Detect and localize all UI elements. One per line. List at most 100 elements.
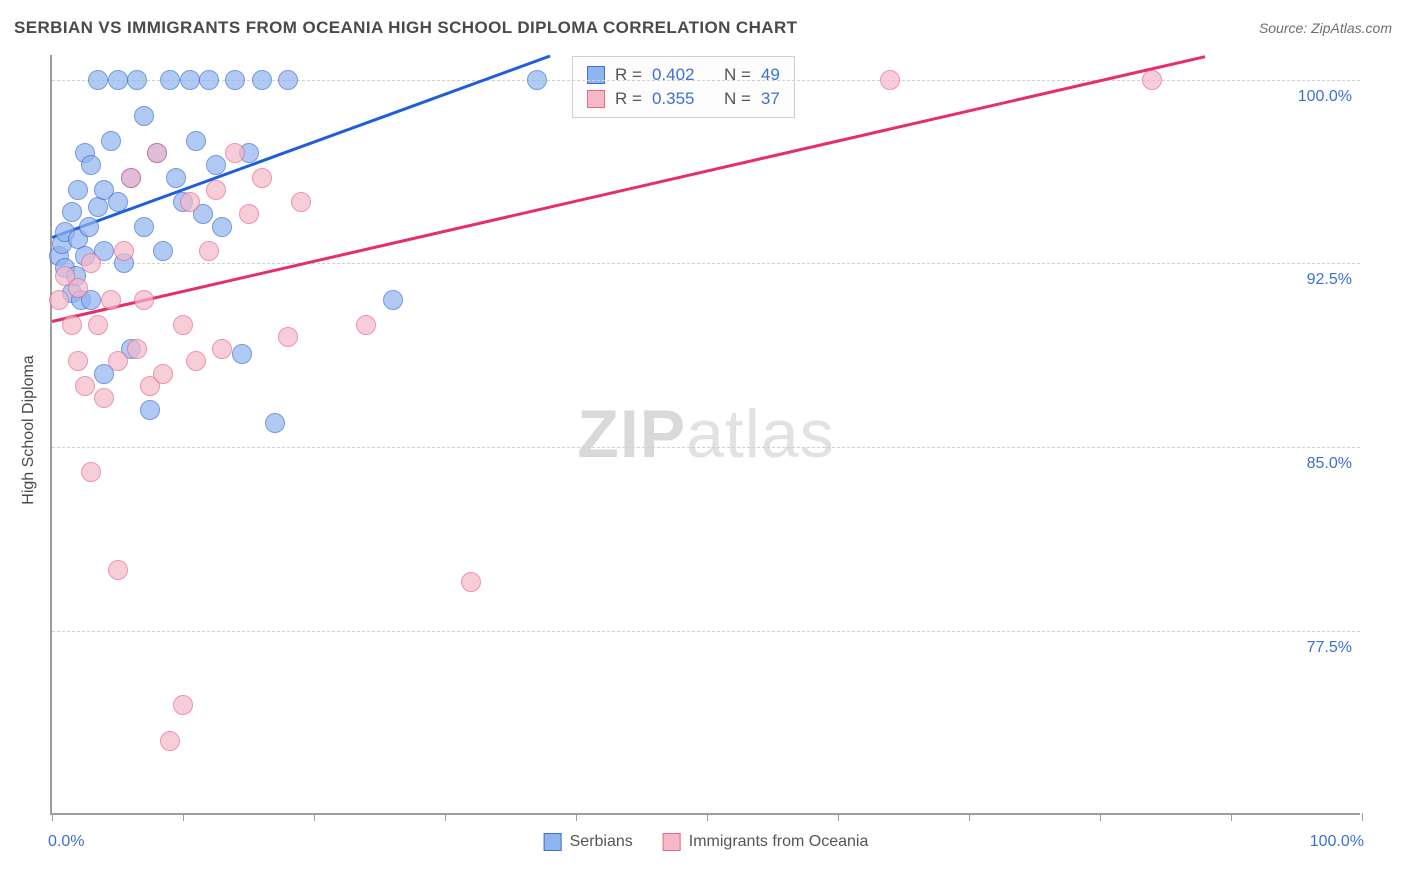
stats-box: R = 0.402 N = 49 R = 0.355 N = 37	[572, 56, 795, 118]
data-point-serbians	[101, 131, 121, 151]
data-point-oceania	[252, 168, 272, 188]
data-point-serbians	[252, 70, 272, 90]
y-tick-label: 100.0%	[1298, 88, 1352, 106]
data-point-serbians	[134, 217, 154, 237]
data-point-oceania	[68, 278, 88, 298]
data-point-serbians	[383, 290, 403, 310]
data-point-oceania	[199, 241, 219, 261]
data-point-oceania	[108, 560, 128, 580]
x-axis-max-label: 100.0%	[1310, 833, 1364, 851]
x-tick	[1231, 813, 1232, 821]
x-tick	[838, 813, 839, 821]
swatch-serbians	[587, 66, 605, 84]
x-tick	[183, 813, 184, 821]
data-point-serbians	[153, 241, 173, 261]
data-point-oceania	[461, 572, 481, 592]
data-point-oceania	[108, 351, 128, 371]
chart-title: SERBIAN VS IMMIGRANTS FROM OCEANIA HIGH …	[14, 18, 797, 38]
legend-label-serbians: Serbians	[570, 833, 633, 851]
data-point-oceania	[134, 290, 154, 310]
data-point-serbians	[62, 202, 82, 222]
x-tick	[969, 813, 970, 821]
x-tick	[445, 813, 446, 821]
data-point-serbians	[134, 106, 154, 126]
stat-label-n: N =	[724, 89, 751, 109]
y-tick-label: 77.5%	[1307, 639, 1352, 657]
data-point-oceania	[121, 168, 141, 188]
legend-label-oceania: Immigrants from Oceania	[689, 833, 869, 851]
gridline	[52, 263, 1360, 264]
data-point-oceania	[160, 731, 180, 751]
data-point-oceania	[81, 462, 101, 482]
stat-r-serbians: 0.402	[652, 65, 695, 85]
data-point-serbians	[527, 70, 547, 90]
data-point-serbians	[79, 217, 99, 237]
x-tick	[1362, 813, 1363, 821]
data-point-oceania	[147, 143, 167, 163]
stat-n-serbians: 49	[761, 65, 780, 85]
data-point-serbians	[186, 131, 206, 151]
data-point-oceania	[127, 339, 147, 359]
data-point-oceania	[278, 327, 298, 347]
x-tick	[52, 813, 53, 821]
data-point-serbians	[265, 413, 285, 433]
x-tick	[314, 813, 315, 821]
data-point-oceania	[212, 339, 232, 359]
data-point-serbians	[108, 70, 128, 90]
data-point-oceania	[153, 364, 173, 384]
data-point-oceania	[101, 290, 121, 310]
stats-row-serbians: R = 0.402 N = 49	[587, 63, 780, 87]
data-point-serbians	[160, 70, 180, 90]
data-point-serbians	[180, 70, 200, 90]
data-point-oceania	[186, 351, 206, 371]
data-point-oceania	[94, 388, 114, 408]
data-point-oceania	[356, 315, 376, 335]
data-point-serbians	[140, 400, 160, 420]
data-point-oceania	[88, 315, 108, 335]
legend-item-oceania: Immigrants from Oceania	[663, 833, 869, 851]
y-tick-label: 85.0%	[1307, 455, 1352, 473]
data-point-oceania	[173, 695, 193, 715]
stat-label-r: R =	[615, 65, 642, 85]
data-point-oceania	[114, 241, 134, 261]
data-point-oceania	[291, 192, 311, 212]
data-point-oceania	[68, 351, 88, 371]
stats-row-oceania: R = 0.355 N = 37	[587, 87, 780, 111]
legend-swatch-serbians	[544, 833, 562, 851]
data-point-serbians	[88, 197, 108, 217]
stat-r-oceania: 0.355	[652, 89, 695, 109]
legend: Serbians Immigrants from Oceania	[544, 833, 869, 851]
data-point-serbians	[232, 344, 252, 364]
gridline	[52, 447, 1360, 448]
data-point-oceania	[75, 376, 95, 396]
data-point-serbians	[68, 180, 88, 200]
data-point-serbians	[127, 70, 147, 90]
x-tick	[707, 813, 708, 821]
stat-n-oceania: 37	[761, 89, 780, 109]
data-point-serbians	[212, 217, 232, 237]
watermark: ZIPatlas	[577, 395, 834, 473]
data-point-oceania	[62, 315, 82, 335]
data-point-serbians	[108, 192, 128, 212]
stat-label-n: N =	[724, 65, 751, 85]
data-point-serbians	[199, 70, 219, 90]
data-point-serbians	[88, 70, 108, 90]
data-point-oceania	[880, 70, 900, 90]
data-point-serbians	[166, 168, 186, 188]
source-attribution: Source: ZipAtlas.com	[1259, 20, 1392, 36]
gridline	[52, 631, 1360, 632]
data-point-oceania	[173, 315, 193, 335]
y-tick-label: 92.5%	[1307, 271, 1352, 289]
data-point-oceania	[225, 143, 245, 163]
y-axis-title: High School Diploma	[20, 355, 38, 504]
data-point-serbians	[278, 70, 298, 90]
scatter-plot-area: ZIPatlas R = 0.402 N = 49 R = 0.355 N = …	[50, 55, 1360, 815]
stat-label-r: R =	[615, 89, 642, 109]
data-point-oceania	[206, 180, 226, 200]
data-point-oceania	[49, 290, 69, 310]
swatch-oceania	[587, 90, 605, 108]
data-point-serbians	[225, 70, 245, 90]
data-point-oceania	[81, 253, 101, 273]
data-point-oceania	[180, 192, 200, 212]
x-axis-min-label: 0.0%	[48, 833, 84, 851]
